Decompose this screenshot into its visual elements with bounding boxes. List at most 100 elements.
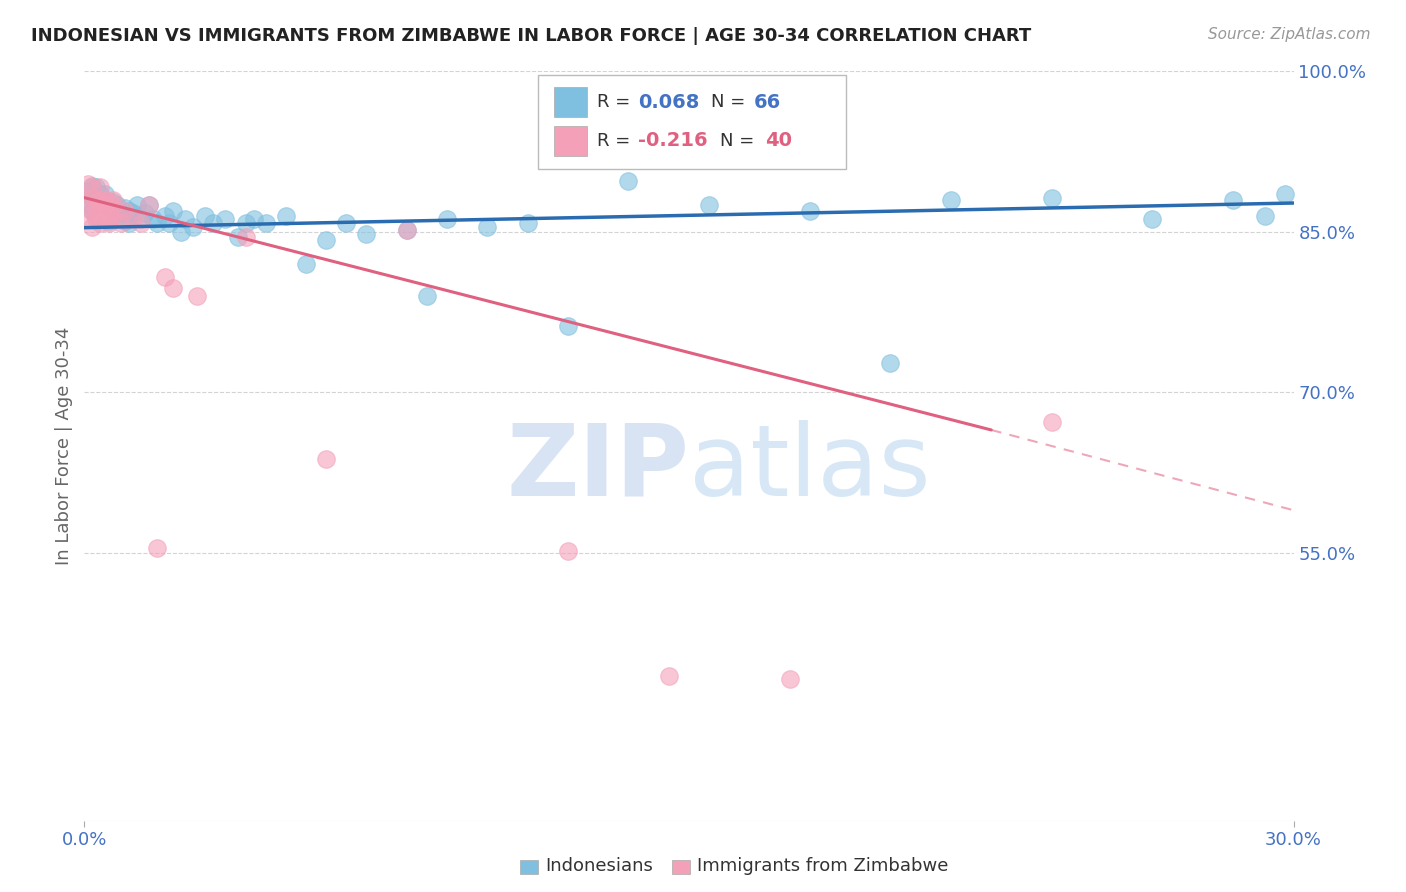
- Point: [118, 216, 141, 230]
- Point: [162, 203, 184, 218]
- Point: [125, 198, 148, 212]
- Bar: [554, 87, 588, 117]
- Point: [295, 257, 318, 271]
- Point: [1040, 191, 1063, 205]
- Point: [121, 212, 143, 227]
- Point: [174, 212, 197, 227]
- Point: [214, 212, 236, 227]
- Point: [181, 219, 204, 234]
- Point: [138, 198, 160, 212]
- Point: [77, 212, 100, 227]
- Text: Indonesians: Indonesians: [546, 857, 654, 875]
- FancyBboxPatch shape: [538, 75, 846, 169]
- Point: [86, 194, 108, 209]
- Point: [254, 216, 277, 230]
- Point: [114, 203, 136, 218]
- Point: [1040, 416, 1063, 430]
- Point: [89, 187, 111, 202]
- Text: R =: R =: [598, 93, 636, 112]
- Point: [114, 214, 136, 228]
- Point: [101, 208, 124, 222]
- Point: [157, 216, 180, 230]
- Point: [779, 673, 801, 687]
- Point: [101, 194, 124, 209]
- Point: [879, 355, 901, 369]
- Point: [89, 193, 111, 207]
- Point: [129, 212, 152, 227]
- Point: [86, 202, 108, 216]
- Point: [315, 234, 337, 248]
- Text: 66: 66: [754, 93, 782, 112]
- Point: [658, 669, 681, 683]
- Point: [93, 187, 115, 202]
- Point: [146, 216, 169, 230]
- Text: INDONESIAN VS IMMIGRANTS FROM ZIMBABWE IN LABOR FORCE | AGE 30-34 CORRELATION CH: INDONESIAN VS IMMIGRANTS FROM ZIMBABWE I…: [31, 27, 1031, 45]
- Bar: [554, 126, 588, 156]
- Point: [86, 180, 108, 194]
- Point: [1142, 212, 1164, 227]
- Y-axis label: In Labor Force | Age 30-34: In Labor Force | Age 30-34: [55, 326, 73, 566]
- Point: [194, 209, 217, 223]
- Point: [697, 198, 720, 212]
- Point: [101, 193, 124, 207]
- Point: [97, 198, 120, 212]
- Point: [153, 269, 176, 284]
- Point: [799, 203, 821, 218]
- Point: [101, 198, 124, 212]
- Point: [138, 198, 160, 212]
- Text: N =: N =: [710, 93, 751, 112]
- Text: Source: ZipAtlas.com: Source: ZipAtlas.com: [1208, 27, 1371, 42]
- Text: ZIP: ZIP: [506, 420, 689, 517]
- Point: [93, 198, 115, 212]
- Point: [101, 212, 124, 227]
- Point: [97, 194, 120, 209]
- Point: [89, 180, 111, 194]
- Point: [274, 209, 297, 223]
- Point: [105, 198, 128, 212]
- Point: [134, 205, 156, 219]
- Point: [93, 198, 115, 212]
- Point: [129, 216, 152, 230]
- Point: [86, 203, 108, 218]
- Point: [146, 541, 169, 555]
- Text: atlas: atlas: [689, 420, 931, 517]
- Point: [82, 203, 104, 218]
- Point: [82, 180, 104, 194]
- Point: [617, 173, 640, 187]
- Text: Immigrants from Zimbabwe: Immigrants from Zimbabwe: [697, 857, 949, 875]
- Point: [235, 216, 257, 230]
- Point: [242, 212, 264, 227]
- Point: [186, 289, 208, 303]
- Point: [93, 193, 115, 207]
- Point: [93, 205, 115, 219]
- Point: [1222, 193, 1244, 207]
- Point: [202, 216, 225, 230]
- Point: [89, 194, 111, 209]
- Point: [142, 212, 165, 227]
- Point: [939, 193, 962, 207]
- Point: [114, 202, 136, 216]
- Point: [82, 219, 104, 234]
- Point: [89, 216, 111, 230]
- Point: [82, 203, 104, 218]
- Point: [97, 205, 120, 219]
- Point: [77, 193, 100, 207]
- Point: [121, 205, 143, 219]
- Point: [86, 209, 108, 223]
- Point: [335, 216, 357, 230]
- Point: [395, 223, 418, 237]
- Point: [77, 177, 100, 191]
- Point: [416, 289, 439, 303]
- Point: [110, 216, 132, 230]
- Point: [118, 203, 141, 218]
- Point: [1254, 209, 1277, 223]
- Point: [86, 212, 108, 227]
- Point: [77, 184, 100, 198]
- Point: [82, 178, 104, 193]
- Point: [557, 319, 579, 334]
- Point: [170, 225, 193, 239]
- Point: [82, 191, 104, 205]
- Text: 0.068: 0.068: [638, 93, 700, 112]
- Point: [89, 203, 111, 218]
- Point: [477, 219, 499, 234]
